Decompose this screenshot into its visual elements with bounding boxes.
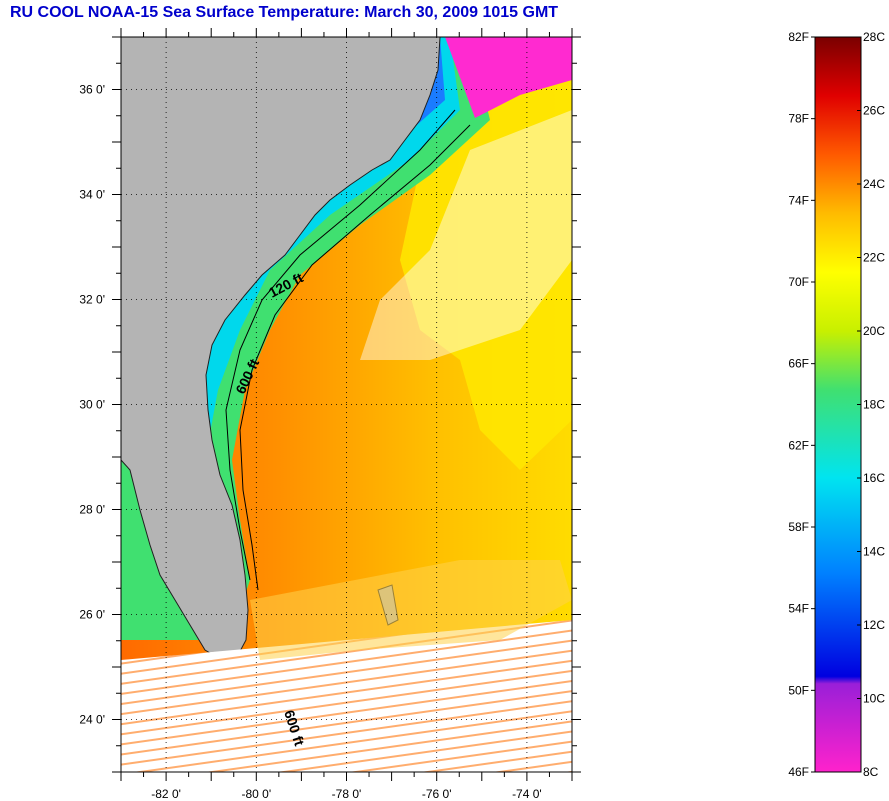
offshore-cool-region <box>400 80 572 470</box>
isobath-600ft <box>239 124 471 591</box>
colorbar-c-label: 18C <box>863 398 885 412</box>
isobath-120ft <box>225 109 456 581</box>
colorbar-f-label: 46F <box>788 765 809 779</box>
colorbar-c-label: 14C <box>863 545 885 559</box>
colorbar-f-label: 70F <box>788 275 809 289</box>
latitude-labels: 36 0' 34 0' 32 0' 30 0' 28 0' 26 0' 24 0' <box>79 83 105 727</box>
lat-label: 34 0' <box>79 188 105 202</box>
lon-label: -76 0' <box>422 787 452 801</box>
noisy-data-region <box>250 560 572 660</box>
lat-label: 30 0' <box>79 398 105 412</box>
land-mass <box>121 37 441 661</box>
colorbar-c-label: 22C <box>863 251 885 265</box>
lon-label: -82 0' <box>151 787 181 801</box>
colorbar-scale <box>814 36 862 773</box>
lat-label: 28 0' <box>79 503 105 517</box>
colorbar-f-label: 62F <box>788 438 809 452</box>
colorbar-f-label: 50F <box>788 683 809 697</box>
colorbar-f-label: 82F <box>788 30 809 44</box>
lat-label: 24 0' <box>79 713 105 727</box>
colorbar-f-label: 74F <box>788 193 809 207</box>
cloud-speckle-region <box>360 110 572 360</box>
lon-label: -74 0' <box>512 787 542 801</box>
lat-label: 36 0' <box>79 83 105 97</box>
colorbar-c-label: 26C <box>863 104 885 118</box>
graticule <box>112 28 581 781</box>
colorbar-c-label: 12C <box>863 618 885 632</box>
colorbar-f-label: 78F <box>788 112 809 126</box>
lat-label: 26 0' <box>79 608 105 622</box>
colorbar-fahrenheit-labels: 82F 78F 74F 70F 66F 62F 58F 54F 50F 46F <box>788 30 815 779</box>
colorbar-c-label: 20C <box>863 324 885 338</box>
colorbar-c-label: 16C <box>863 471 885 485</box>
colorbar-c-label: 24C <box>863 177 885 191</box>
colorbar-f-label: 58F <box>788 520 809 534</box>
colorbar-f-label: 54F <box>788 602 809 616</box>
ne-cold-patch <box>445 37 572 118</box>
longitude-labels: -82 0' -80 0' -78 0' -76 0' -74 0' <box>151 787 541 801</box>
colorbar-celsius-labels: 28C 26C 24C 22C 20C 18C 16C 14C 12C 10C 8C <box>857 30 885 779</box>
lon-label: -78 0' <box>332 787 362 801</box>
southern-cloud-band <box>121 620 572 772</box>
colorbar-c-label: 10C <box>863 692 885 706</box>
lon-label: -80 0' <box>241 787 271 801</box>
colorbar-c-label: 28C <box>863 30 885 44</box>
colorbar-f-label: 66F <box>788 357 809 371</box>
colorbar-c-label: 8C <box>863 765 879 779</box>
lat-label: 32 0' <box>79 293 105 307</box>
map-title: RU COOL NOAA-15 Sea Surface Temperature:… <box>10 4 559 21</box>
